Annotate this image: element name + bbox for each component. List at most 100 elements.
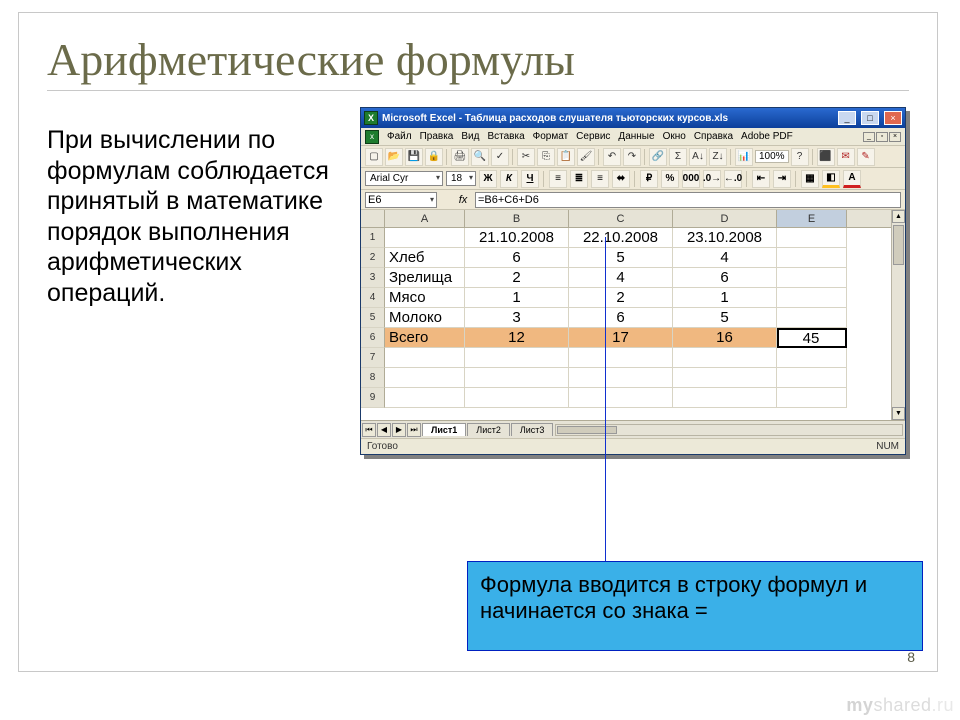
cell[interactable] xyxy=(777,348,847,368)
minimize-button[interactable]: _ xyxy=(838,111,856,125)
fill-color-icon[interactable]: ◧ xyxy=(822,170,840,188)
menu-edit[interactable]: Правка xyxy=(420,131,454,142)
row-header[interactable]: 6 xyxy=(361,328,385,348)
row-header[interactable]: 9 xyxy=(361,388,385,408)
italic-button[interactable]: К xyxy=(500,170,518,188)
cell[interactable]: 23.10.2008 xyxy=(673,228,777,248)
inc-indent-icon[interactable]: ⇥ xyxy=(773,170,791,188)
tab-first-button[interactable]: ⏮ xyxy=(362,423,376,437)
cell[interactable] xyxy=(777,288,847,308)
dec-decimal-icon[interactable]: ←.0 xyxy=(724,170,742,188)
new-icon[interactable]: ▢ xyxy=(365,148,383,166)
pdf-mail-icon[interactable]: ✉ xyxy=(837,148,855,166)
cell[interactable]: Молоко xyxy=(385,308,465,328)
cell[interactable]: Мясо xyxy=(385,288,465,308)
spell-icon[interactable]: ✓ xyxy=(491,148,509,166)
tab-prev-button[interactable]: ◀ xyxy=(377,423,391,437)
cell[interactable] xyxy=(777,228,847,248)
cell[interactable]: 6 xyxy=(465,248,569,268)
paste-icon[interactable]: 📋 xyxy=(557,148,575,166)
doc-close-button[interactable]: × xyxy=(889,132,901,142)
cell[interactable] xyxy=(385,228,465,248)
cell[interactable]: Зрелища xyxy=(385,268,465,288)
menu-window[interactable]: Окно xyxy=(663,131,686,142)
cell[interactable]: 4 xyxy=(569,268,673,288)
percent-icon[interactable]: % xyxy=(661,170,679,188)
cell[interactable] xyxy=(777,308,847,328)
row-header[interactable]: 1 xyxy=(361,228,385,248)
cell[interactable]: Хлеб xyxy=(385,248,465,268)
cell[interactable]: 21.10.2008 xyxy=(465,228,569,248)
col-header-C[interactable]: C xyxy=(569,210,673,227)
scroll-up-button[interactable]: ▲ xyxy=(892,210,905,223)
cell[interactable]: Всего xyxy=(385,328,465,348)
zoom-box[interactable]: 100% xyxy=(755,150,789,163)
cell[interactable] xyxy=(777,368,847,388)
cell[interactable]: 4 xyxy=(673,248,777,268)
cell[interactable] xyxy=(465,348,569,368)
cell[interactable]: 1 xyxy=(465,288,569,308)
col-header-D[interactable]: D xyxy=(673,210,777,227)
scroll-down-button[interactable]: ▼ xyxy=(892,407,905,420)
cell[interactable]: 5 xyxy=(673,308,777,328)
spreadsheet-grid[interactable]: A B C D E 121.10.200822.10.200823.10.200… xyxy=(361,210,905,420)
menu-format[interactable]: Формат xyxy=(533,131,569,142)
cell[interactable]: 5 xyxy=(569,248,673,268)
cell[interactable] xyxy=(777,248,847,268)
cell[interactable] xyxy=(385,388,465,408)
menu-insert[interactable]: Вставка xyxy=(487,131,524,142)
align-left-icon[interactable]: ≡ xyxy=(549,170,567,188)
cell[interactable]: 12 xyxy=(465,328,569,348)
cell[interactable]: 17 xyxy=(569,328,673,348)
cut-icon[interactable]: ✂ xyxy=(517,148,535,166)
menu-help[interactable]: Справка xyxy=(694,131,733,142)
cell[interactable] xyxy=(777,388,847,408)
cell[interactable]: 2 xyxy=(569,288,673,308)
sort-desc-icon[interactable]: Z↓ xyxy=(709,148,727,166)
cell[interactable] xyxy=(673,388,777,408)
dec-indent-icon[interactable]: ⇤ xyxy=(752,170,770,188)
cell[interactable] xyxy=(673,368,777,388)
permissions-icon[interactable]: 🔒 xyxy=(425,148,443,166)
currency-icon[interactable]: ₽ xyxy=(640,170,658,188)
row-header[interactable]: 2 xyxy=(361,248,385,268)
align-center-icon[interactable]: ≣ xyxy=(570,170,588,188)
vscroll-thumb[interactable] xyxy=(893,225,904,265)
align-right-icon[interactable]: ≡ xyxy=(591,170,609,188)
preview-icon[interactable]: 🔍 xyxy=(471,148,489,166)
copy-icon[interactable]: ⎘ xyxy=(537,148,555,166)
menu-adobe[interactable]: Adobe PDF xyxy=(741,131,793,142)
cell[interactable]: 6 xyxy=(673,268,777,288)
sheet-tab-2[interactable]: Лист2 xyxy=(467,423,510,436)
comma-icon[interactable]: 000 xyxy=(682,170,700,188)
vertical-scrollbar[interactable]: ▲ ▼ xyxy=(891,210,905,420)
merge-icon[interactable]: ⬌ xyxy=(612,170,630,188)
cell[interactable] xyxy=(673,348,777,368)
sheet-tab-3[interactable]: Лист3 xyxy=(511,423,554,436)
redo-icon[interactable]: ↷ xyxy=(623,148,641,166)
cell[interactable] xyxy=(569,368,673,388)
font-name-dropdown[interactable]: Arial Cyr xyxy=(365,171,443,186)
bold-button[interactable]: Ж xyxy=(479,170,497,188)
cell[interactable]: 22.10.2008 xyxy=(569,228,673,248)
row-header[interactable]: 8 xyxy=(361,368,385,388)
autosum-icon[interactable]: Σ xyxy=(669,148,687,166)
cell[interactable] xyxy=(569,348,673,368)
menu-data[interactable]: Данные xyxy=(618,131,654,142)
link-icon[interactable]: 🔗 xyxy=(649,148,667,166)
help-icon[interactable]: ? xyxy=(791,148,809,166)
pdf-review-icon[interactable]: ✎ xyxy=(857,148,875,166)
cell[interactable] xyxy=(465,368,569,388)
open-icon[interactable]: 📂 xyxy=(385,148,403,166)
row-header[interactable]: 5 xyxy=(361,308,385,328)
horizontal-scrollbar[interactable] xyxy=(555,424,903,436)
col-header-B[interactable]: B xyxy=(465,210,569,227)
formula-input[interactable]: =B6+C6+D6 xyxy=(475,192,901,208)
menu-file[interactable]: Файл xyxy=(387,131,412,142)
pdf-icon[interactable]: ⬛ xyxy=(817,148,835,166)
tab-last-button[interactable]: ⏭ xyxy=(407,423,421,437)
cell[interactable] xyxy=(385,368,465,388)
cell[interactable]: 2 xyxy=(465,268,569,288)
borders-icon[interactable]: ▦ xyxy=(801,170,819,188)
fmtpaint-icon[interactable]: 🖌 xyxy=(577,148,595,166)
